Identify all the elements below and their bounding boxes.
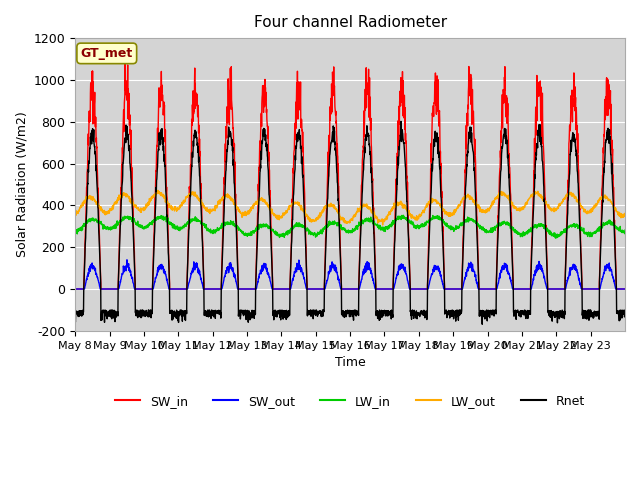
Rnet	[126, 161, 134, 167]
LW_in	[552, 235, 559, 241]
LW_out	[154, 188, 162, 193]
Line: LW_out: LW_out	[75, 191, 625, 225]
LW_out	[516, 208, 524, 214]
LW_in	[621, 227, 629, 233]
SW_out	[614, 286, 621, 292]
LW_in	[71, 228, 79, 234]
SW_in	[547, 286, 555, 292]
SW_out	[71, 286, 79, 292]
Line: SW_in: SW_in	[75, 53, 625, 289]
SW_out	[127, 269, 134, 275]
LW_in	[245, 232, 253, 238]
SW_out	[547, 286, 555, 292]
SW_in	[71, 286, 79, 292]
Rnet	[516, 311, 524, 317]
SW_out	[383, 286, 391, 292]
LW_out	[379, 222, 387, 228]
SW_in	[245, 286, 253, 292]
LW_out	[547, 207, 555, 213]
Title: Four channel Radiometer: Four channel Radiometer	[253, 15, 447, 30]
Rnet	[478, 322, 486, 327]
LW_in	[614, 225, 621, 231]
LW_in	[126, 214, 134, 219]
Rnet	[71, 312, 79, 318]
Y-axis label: Solar Radiation (W/m2): Solar Radiation (W/m2)	[15, 111, 28, 257]
SW_in	[614, 286, 621, 292]
Line: SW_out: SW_out	[75, 260, 625, 289]
LW_in	[399, 212, 407, 218]
SW_in	[621, 286, 629, 292]
LW_in	[547, 232, 555, 238]
LW_out	[383, 216, 391, 221]
Rnet	[397, 119, 405, 124]
Rnet	[547, 309, 555, 314]
SW_in	[516, 286, 524, 292]
SW_out	[123, 257, 131, 263]
LW_out	[614, 210, 621, 216]
LW_out	[245, 211, 253, 217]
SW_out	[516, 286, 524, 292]
LW_out	[621, 211, 629, 216]
Line: Rnet: Rnet	[75, 121, 625, 324]
Rnet	[614, 311, 621, 317]
SW_in	[121, 50, 129, 56]
LW_in	[516, 231, 524, 237]
X-axis label: Time: Time	[335, 356, 365, 369]
LW_out	[126, 196, 134, 202]
LW_out	[71, 213, 79, 218]
Legend: SW_in, SW_out, LW_in, LW_out, Rnet: SW_in, SW_out, LW_in, LW_out, Rnet	[110, 390, 590, 413]
Line: LW_in: LW_in	[75, 215, 625, 238]
SW_out	[621, 286, 629, 292]
Rnet	[245, 310, 253, 315]
Rnet	[383, 308, 391, 313]
SW_in	[383, 286, 391, 292]
Text: GT_met: GT_met	[81, 47, 133, 60]
SW_out	[245, 286, 253, 292]
SW_in	[127, 127, 134, 132]
Rnet	[621, 310, 629, 316]
LW_in	[383, 225, 391, 231]
